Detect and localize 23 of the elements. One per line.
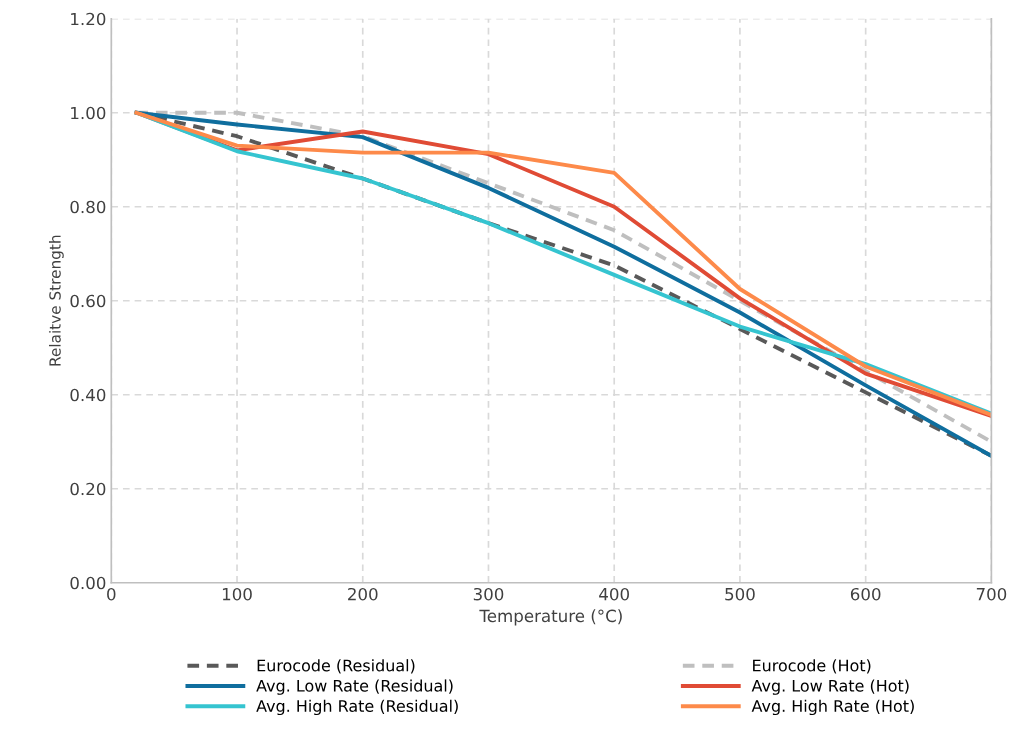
y-tick-label: 0.60 — [70, 294, 106, 308]
x-tick-label: 700 — [976, 587, 1007, 601]
x-tick-label: 400 — [599, 587, 629, 601]
y-tick-label: 0.40 — [70, 388, 106, 402]
y-tick-label: 1.20 — [71, 12, 106, 26]
y-tick-label: 0.20 — [70, 482, 106, 496]
y-tick-label: 0.80 — [70, 200, 106, 214]
y-tick-label: 1.00 — [71, 106, 106, 120]
legend-label: Eurocode (Hot) — [753, 659, 871, 674]
x-axis-title: Temperature (°C) — [479, 609, 622, 626]
legend-label: Eurocode (Residual) — [257, 659, 415, 674]
y-tick-label: 0.00 — [70, 576, 106, 590]
x-tick-label: 0 — [107, 587, 116, 601]
x-tick-label: 200 — [348, 587, 378, 601]
x-tick-label: 300 — [473, 587, 504, 601]
legend-label: Avg. High Rate (Residual) — [256, 699, 458, 716]
x-tick-label: 500 — [725, 587, 755, 601]
x-tick-label: 600 — [850, 587, 881, 601]
legend-label: Avg. High Rate (Hot) — [751, 699, 914, 716]
legend-label: Avg. Low Rate (Residual) — [256, 679, 453, 695]
legend-label: Avg. Low Rate (Hot) — [751, 679, 909, 695]
x-tick-label: 100 — [222, 587, 252, 601]
y-axis-title: Relaitve Strength — [48, 235, 64, 366]
